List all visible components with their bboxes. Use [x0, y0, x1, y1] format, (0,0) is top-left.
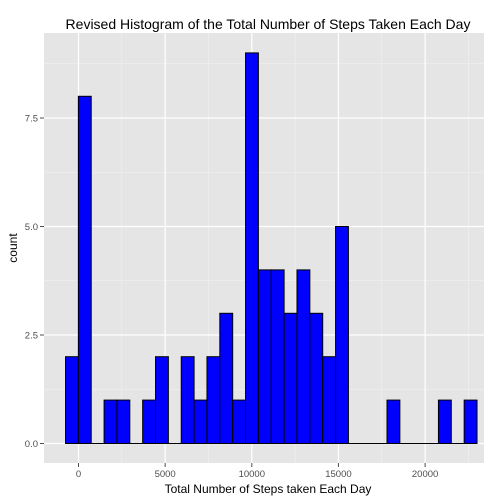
histogram-bar — [116, 399, 131, 445]
x-tick-label: 15000 — [325, 469, 351, 480]
y-tick-label: 5.0 — [25, 222, 38, 233]
histogram-bar — [437, 399, 452, 445]
histogram-bar — [103, 399, 118, 445]
histogram-bar — [65, 356, 79, 445]
x-tick-label: 5000 — [155, 469, 176, 480]
histogram-bar — [232, 399, 247, 445]
histogram-bar — [270, 269, 285, 444]
x-tick-label: 10000 — [239, 469, 265, 480]
histogram-bar — [180, 356, 195, 445]
x-tick-label: 0 — [76, 469, 81, 480]
histogram-bar — [206, 356, 221, 445]
x-axis-label: Total Number of Steps taken Each Day — [165, 482, 372, 496]
axis-ticks: 0 5000 10000 15000 20000 0.0 2.5 5.0 7.5 — [25, 114, 439, 481]
histogram-bar — [283, 312, 298, 444]
histogram-bar — [142, 399, 157, 445]
histogram-bar — [77, 95, 92, 445]
chart-title: Revised Histogram of the Total Number of… — [66, 16, 471, 32]
y-tick-label: 2.5 — [25, 331, 38, 342]
y-axis-label: count — [6, 233, 20, 263]
histogram-bar — [257, 269, 272, 444]
histogram-bar — [386, 399, 401, 445]
histogram-bar — [245, 52, 259, 445]
y-tick-label: 7.5 — [25, 114, 38, 125]
y-tick-label: 0.0 — [25, 439, 38, 450]
histogram-bar — [193, 399, 208, 445]
x-tick-label: 20000 — [412, 469, 438, 480]
histogram-bar — [219, 312, 234, 444]
histogram-bar — [296, 269, 311, 444]
bars — [65, 52, 478, 445]
histogram-bar — [309, 312, 324, 444]
histogram-bar — [322, 356, 337, 445]
histogram-bar — [155, 356, 169, 445]
histogram-bar — [335, 226, 349, 444]
histogram-bar — [463, 399, 478, 445]
